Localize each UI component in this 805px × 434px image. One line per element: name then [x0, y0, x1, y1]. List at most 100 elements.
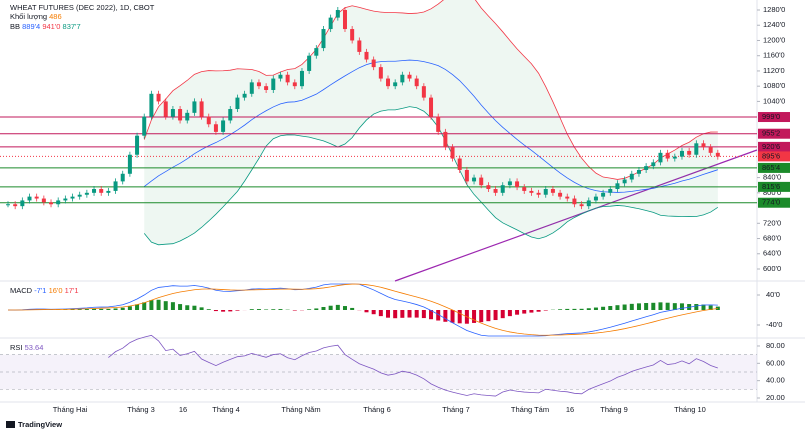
candle — [529, 190, 534, 193]
macd-histogram — [543, 310, 548, 311]
time-label: Tháng 6 — [363, 405, 391, 414]
candle — [350, 29, 355, 41]
candle — [658, 152, 663, 163]
macd-histogram — [529, 310, 534, 313]
candle — [328, 17, 333, 30]
y-tick-label: 720'0 — [763, 218, 781, 227]
candle — [443, 131, 448, 148]
candle — [106, 190, 111, 193]
macd-legend: MACD -7'1 16'0 17'1 — [10, 286, 79, 295]
macd-histogram — [658, 302, 663, 310]
candle — [292, 82, 297, 87]
y-tick-label: 1080'0 — [763, 81, 785, 90]
macd-histogram — [715, 306, 720, 310]
candle — [321, 29, 326, 49]
level-tag — [758, 162, 790, 173]
candle — [213, 124, 218, 132]
candle — [235, 97, 240, 110]
candle — [579, 204, 584, 207]
candle — [84, 192, 89, 195]
macd-histogram — [429, 310, 434, 320]
candle — [622, 179, 627, 184]
candle — [371, 59, 376, 68]
candle — [142, 116, 147, 136]
candle — [500, 185, 505, 193]
bb-label: BB — [10, 22, 20, 31]
macd-histogram — [586, 308, 591, 310]
macd-value: 17'1 — [65, 286, 79, 295]
macd-histogram — [486, 310, 491, 322]
y-tick-label: 600'0 — [763, 264, 781, 273]
candle — [457, 158, 462, 170]
y-tick-label: 1240'0 — [763, 20, 785, 29]
bb-lower: 837'7 — [63, 22, 81, 31]
candle — [20, 200, 25, 207]
macd-histogram — [127, 306, 132, 310]
candle — [70, 196, 75, 199]
y-tick-label: 1200'0 — [763, 35, 785, 44]
candle — [113, 181, 118, 191]
level-tag — [758, 181, 790, 192]
macd-histogram — [386, 310, 391, 318]
macd-histogram — [278, 309, 283, 310]
macd-histogram — [149, 300, 154, 310]
symbol-title[interactable]: WHEAT FUTURES (DEC 2022), 1D, CBOT — [10, 3, 155, 12]
candle — [228, 109, 233, 121]
candle — [486, 185, 491, 190]
candle — [472, 177, 477, 182]
candle — [386, 78, 391, 87]
bb-upper: 941'0 — [42, 22, 60, 31]
candle — [393, 82, 398, 87]
macd-histogram — [694, 304, 699, 310]
candle — [694, 143, 699, 155]
macd-histogram — [615, 305, 620, 310]
time-label: Tháng 4 — [212, 405, 240, 414]
rsi-label: RSI — [10, 343, 23, 352]
bb-basis: 889'4 — [22, 22, 40, 31]
macd-histogram — [708, 305, 713, 310]
brand-logo[interactable] — [6, 421, 15, 428]
y-tick-label: 40'0 — [766, 290, 780, 299]
candle — [170, 109, 175, 117]
rsi-legend: RSI 53.64 — [10, 343, 43, 352]
candle — [135, 135, 140, 155]
candle — [644, 166, 649, 170]
macd-histogram — [84, 309, 89, 310]
macd-label: MACD — [10, 286, 33, 295]
macd-value: 16'0 — [49, 286, 63, 295]
candle — [565, 196, 570, 199]
macd-histogram — [235, 310, 240, 311]
candle — [536, 192, 541, 195]
macd-histogram — [163, 301, 168, 310]
y-tick-label: 1280'0 — [763, 5, 785, 14]
candle — [507, 181, 512, 186]
candle — [479, 177, 484, 186]
candle — [550, 189, 555, 193]
macd-histogram — [400, 310, 405, 318]
candle — [572, 198, 577, 205]
candle — [278, 74, 283, 79]
macd-histogram — [572, 308, 577, 310]
macd-histogram — [106, 308, 111, 310]
bb-basis-line — [143, 59, 718, 193]
candle — [99, 189, 104, 193]
brand-name[interactable]: TradingView — [18, 420, 62, 429]
volume-value: 486 — [49, 12, 62, 21]
candle — [185, 112, 190, 121]
macd-histogram — [479, 310, 484, 323]
candle — [515, 181, 520, 188]
macd-histogram — [414, 310, 419, 318]
candle — [307, 55, 312, 71]
candle — [464, 169, 469, 182]
macd-histogram — [493, 310, 498, 321]
candle — [206, 116, 211, 125]
candle — [127, 154, 132, 174]
macd-histogram — [601, 306, 606, 310]
candle — [63, 198, 68, 201]
trend-line[interactable] — [394, 149, 758, 282]
macd-histogram — [142, 302, 147, 310]
candle — [41, 198, 46, 203]
candle — [414, 78, 419, 87]
macd-histogram — [178, 304, 183, 310]
